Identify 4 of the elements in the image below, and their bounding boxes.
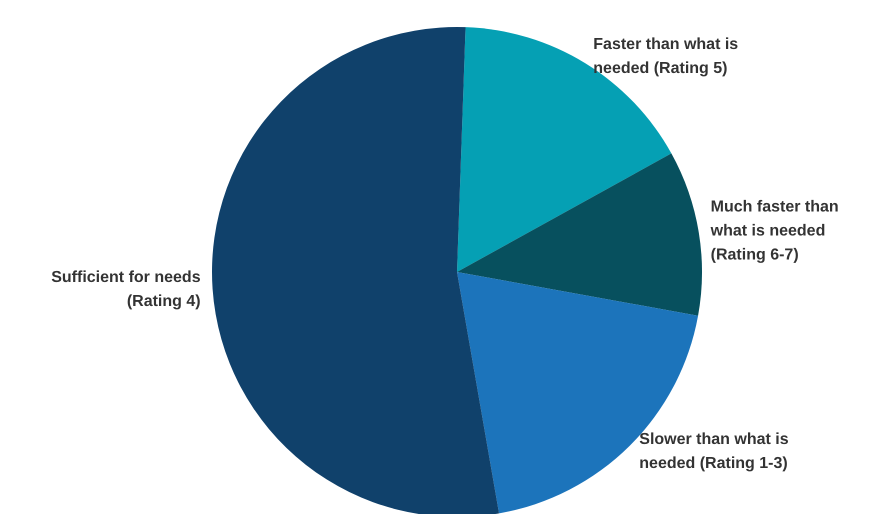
slice-label: Slower than what is needed (Rating 1-3) [639, 431, 789, 472]
slice-label: Sufficient for needs (Rating 4) [51, 268, 201, 310]
slice-label: Much faster than what is needed (Rating 6-7) [710, 198, 839, 264]
slice-label: Faster than what is needed (Rating 5) [593, 36, 738, 77]
